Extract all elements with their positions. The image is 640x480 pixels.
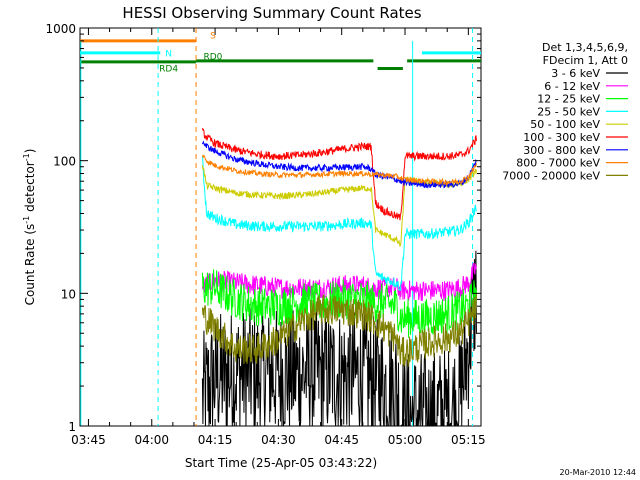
- y-axis-label-end: ): [23, 149, 37, 154]
- x-tick-label-5: 05:00: [388, 433, 423, 447]
- y-axis-label-main: Count Rate (s: [23, 224, 37, 306]
- y-axis-label: Count Rate (s-1 detector-1): [22, 149, 37, 306]
- flag-label-2: RD0: [204, 52, 223, 62]
- x-tick-label-1: 04:00: [134, 433, 169, 447]
- y-tick-label-3: 1000: [45, 22, 76, 36]
- series-line-6: [201, 140, 477, 189]
- x-tick-label-3: 04:30: [261, 433, 296, 447]
- legend-label-0: 3 - 6 keV: [551, 67, 600, 80]
- series-line-8: [201, 293, 477, 367]
- series-line-5: [201, 128, 477, 221]
- legend-label-2: 12 - 25 keV: [537, 93, 600, 106]
- series-line-0: [201, 250, 477, 427]
- flag-label-0: S: [210, 32, 216, 42]
- x-tick-labels: 03:45 04:00 04:15 04:30 04:45 05:00 05:15: [71, 433, 485, 447]
- y-tick-labels: 1 10 100 1000: [45, 22, 76, 434]
- timestamp: 20-Mar-2010 12:44: [560, 468, 637, 477]
- y-axis-label-sup1: -1: [22, 216, 31, 224]
- chart-title: HESSI Observing Summary Count Rates: [122, 4, 421, 22]
- x-tick-label-2: 04:15: [198, 433, 233, 447]
- x-tick-label-0: 03:45: [71, 433, 106, 447]
- legend-label-6: 300 - 800 keV: [523, 144, 600, 157]
- legend-header-2: FDecim 1, Att 0: [543, 54, 628, 67]
- flag-label-1: N: [165, 49, 172, 59]
- series-layer: [201, 128, 477, 427]
- plot-area: S N RD0 RD4: [79, 27, 482, 427]
- legend-label-5: 100 - 300 keV: [523, 131, 600, 144]
- legend-label-7: 800 - 7000 keV: [516, 157, 600, 170]
- series-line-7: [201, 154, 477, 186]
- y-axis-label-mid: detector: [23, 161, 37, 216]
- y-tick-label-0: 1: [68, 420, 76, 434]
- legend-label-4: 50 - 100 keV: [530, 118, 600, 131]
- x-tick-label-6: 05:15: [451, 433, 486, 447]
- flag-label-3: RD4: [159, 65, 178, 75]
- flags-layer: [80, 39, 481, 71]
- flag-labels: S N RD0 RD4: [159, 32, 223, 75]
- x-tick-label-4: 04:45: [324, 433, 359, 447]
- legend-label-3: 25 - 50 keV: [537, 105, 600, 118]
- legend-header-1: Det 1,3,4,5,6,9,: [542, 41, 628, 54]
- x-axis-label: Start Time (25-Apr-05 03:43:22): [185, 456, 377, 470]
- plot-frame: [79, 27, 482, 427]
- y-tick-label-1: 10: [61, 287, 76, 301]
- y-axis-label-sup2: -1: [22, 153, 31, 161]
- axis-ticks: [80, 27, 481, 427]
- legend-label-8: 7000 - 20000 keV: [502, 169, 600, 182]
- legend: Det 1,3,4,5,6,9, FDecim 1, Att 0 3 - 6 k…: [502, 41, 628, 182]
- y-tick-label-2: 100: [53, 155, 76, 169]
- series-line-3: [201, 155, 477, 292]
- legend-label-1: 6 - 12 keV: [544, 80, 600, 93]
